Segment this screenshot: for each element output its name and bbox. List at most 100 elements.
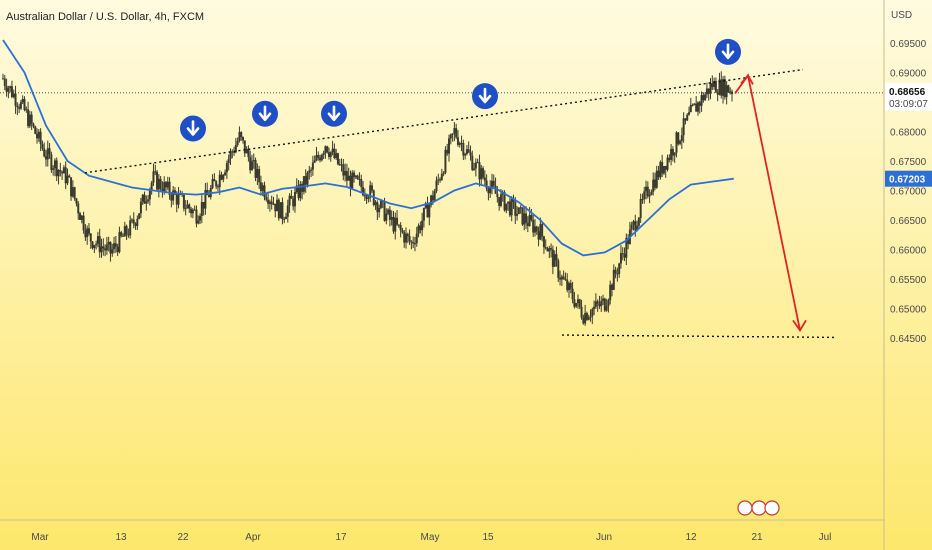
candle-body [729,91,732,93]
candle-body [490,180,493,187]
candle-body [584,312,587,324]
candle-body [261,185,264,191]
time-tick-label: 21 [751,532,763,543]
candle-body [150,182,153,190]
candle-body [347,175,350,181]
price-tick-label: 0.68000 [890,128,927,139]
candle-body [553,254,556,267]
candle-body [193,209,196,211]
candle-body [465,149,468,154]
candle-body [134,223,137,226]
candle-body [399,225,402,231]
candle-body [123,226,126,237]
candle-body [116,246,119,253]
candle-body [242,137,245,141]
candle-body [428,204,431,218]
candle-body [503,192,506,211]
candle-body [469,152,472,156]
candle-body [655,170,658,188]
candle-body [279,202,282,219]
candle-body [476,162,479,164]
event-flag-icon[interactable] [751,500,767,516]
down-arrow-marker [472,83,498,110]
down-arrow-icon [721,43,735,60]
candle-body [413,243,416,245]
candle-body [19,102,22,109]
projection-arrow-head-bottom [792,319,807,332]
candle-body [614,269,617,274]
candle-body [652,179,655,192]
candle-body [673,152,676,156]
candle-body [30,114,33,124]
candle-body [304,176,307,185]
candle-body [609,284,612,301]
candle-body [444,149,447,173]
candle-body [596,301,599,304]
candle-body [159,178,162,189]
event-flag-icon[interactable] [737,500,753,516]
candle-body [326,146,329,153]
candle-body [3,78,6,86]
price-tick-label: 0.69500 [890,39,927,50]
candle-body [211,179,214,189]
candle-body [523,213,526,225]
candle-body [91,241,94,249]
candle-body [342,164,345,176]
candle-body [163,182,166,193]
candle-body [216,186,219,188]
candle-body [415,233,418,244]
candle-body [182,194,185,209]
candle-body [141,194,144,202]
candle-body [302,176,305,192]
candle-body [7,88,10,92]
candle-body [87,228,90,234]
candle-body [535,226,538,232]
candle-body [39,131,42,145]
price-tick-label: 0.69000 [890,69,927,80]
candle-body [127,234,130,236]
candle-body [440,173,443,180]
candle-body [448,138,451,154]
candle-body [80,215,83,220]
event-flag-icon[interactable] [764,500,780,516]
candle-body [197,220,200,224]
candle-body [661,161,664,174]
candle-body [272,203,275,205]
candle-body [32,123,35,127]
candle-body [460,143,463,145]
candle-body [718,79,721,95]
candle-body [57,169,60,177]
price-tick-label: 0.66500 [890,216,927,227]
candle-body [333,148,336,159]
candle-body [283,218,286,220]
candle-body [641,199,644,201]
candle-body [600,300,603,307]
candle-body [247,148,250,158]
candle-body [354,175,357,178]
candle-body [498,197,501,206]
candle-body [424,203,427,208]
candle-body [568,283,571,291]
candle-body [238,132,241,141]
candle-body [510,199,513,216]
down-arrow-icon [478,87,492,104]
candle-body [689,104,692,113]
candle-body [426,203,429,218]
candle-body [605,306,608,311]
time-tick-label: 15 [482,532,494,543]
candle-body [390,216,393,220]
candle-body [537,231,540,240]
candle-body [435,180,438,192]
candle-body [71,187,74,197]
candle-body [485,180,488,189]
candle-body [394,217,397,232]
candle-body [533,226,536,233]
candle-body [408,236,411,242]
candle-body [215,181,218,187]
candle-body [369,185,372,198]
candle-body [616,273,619,275]
candle-body [403,232,406,243]
candle-body [560,276,563,280]
candle-body [173,190,176,195]
candle-body [276,199,279,212]
